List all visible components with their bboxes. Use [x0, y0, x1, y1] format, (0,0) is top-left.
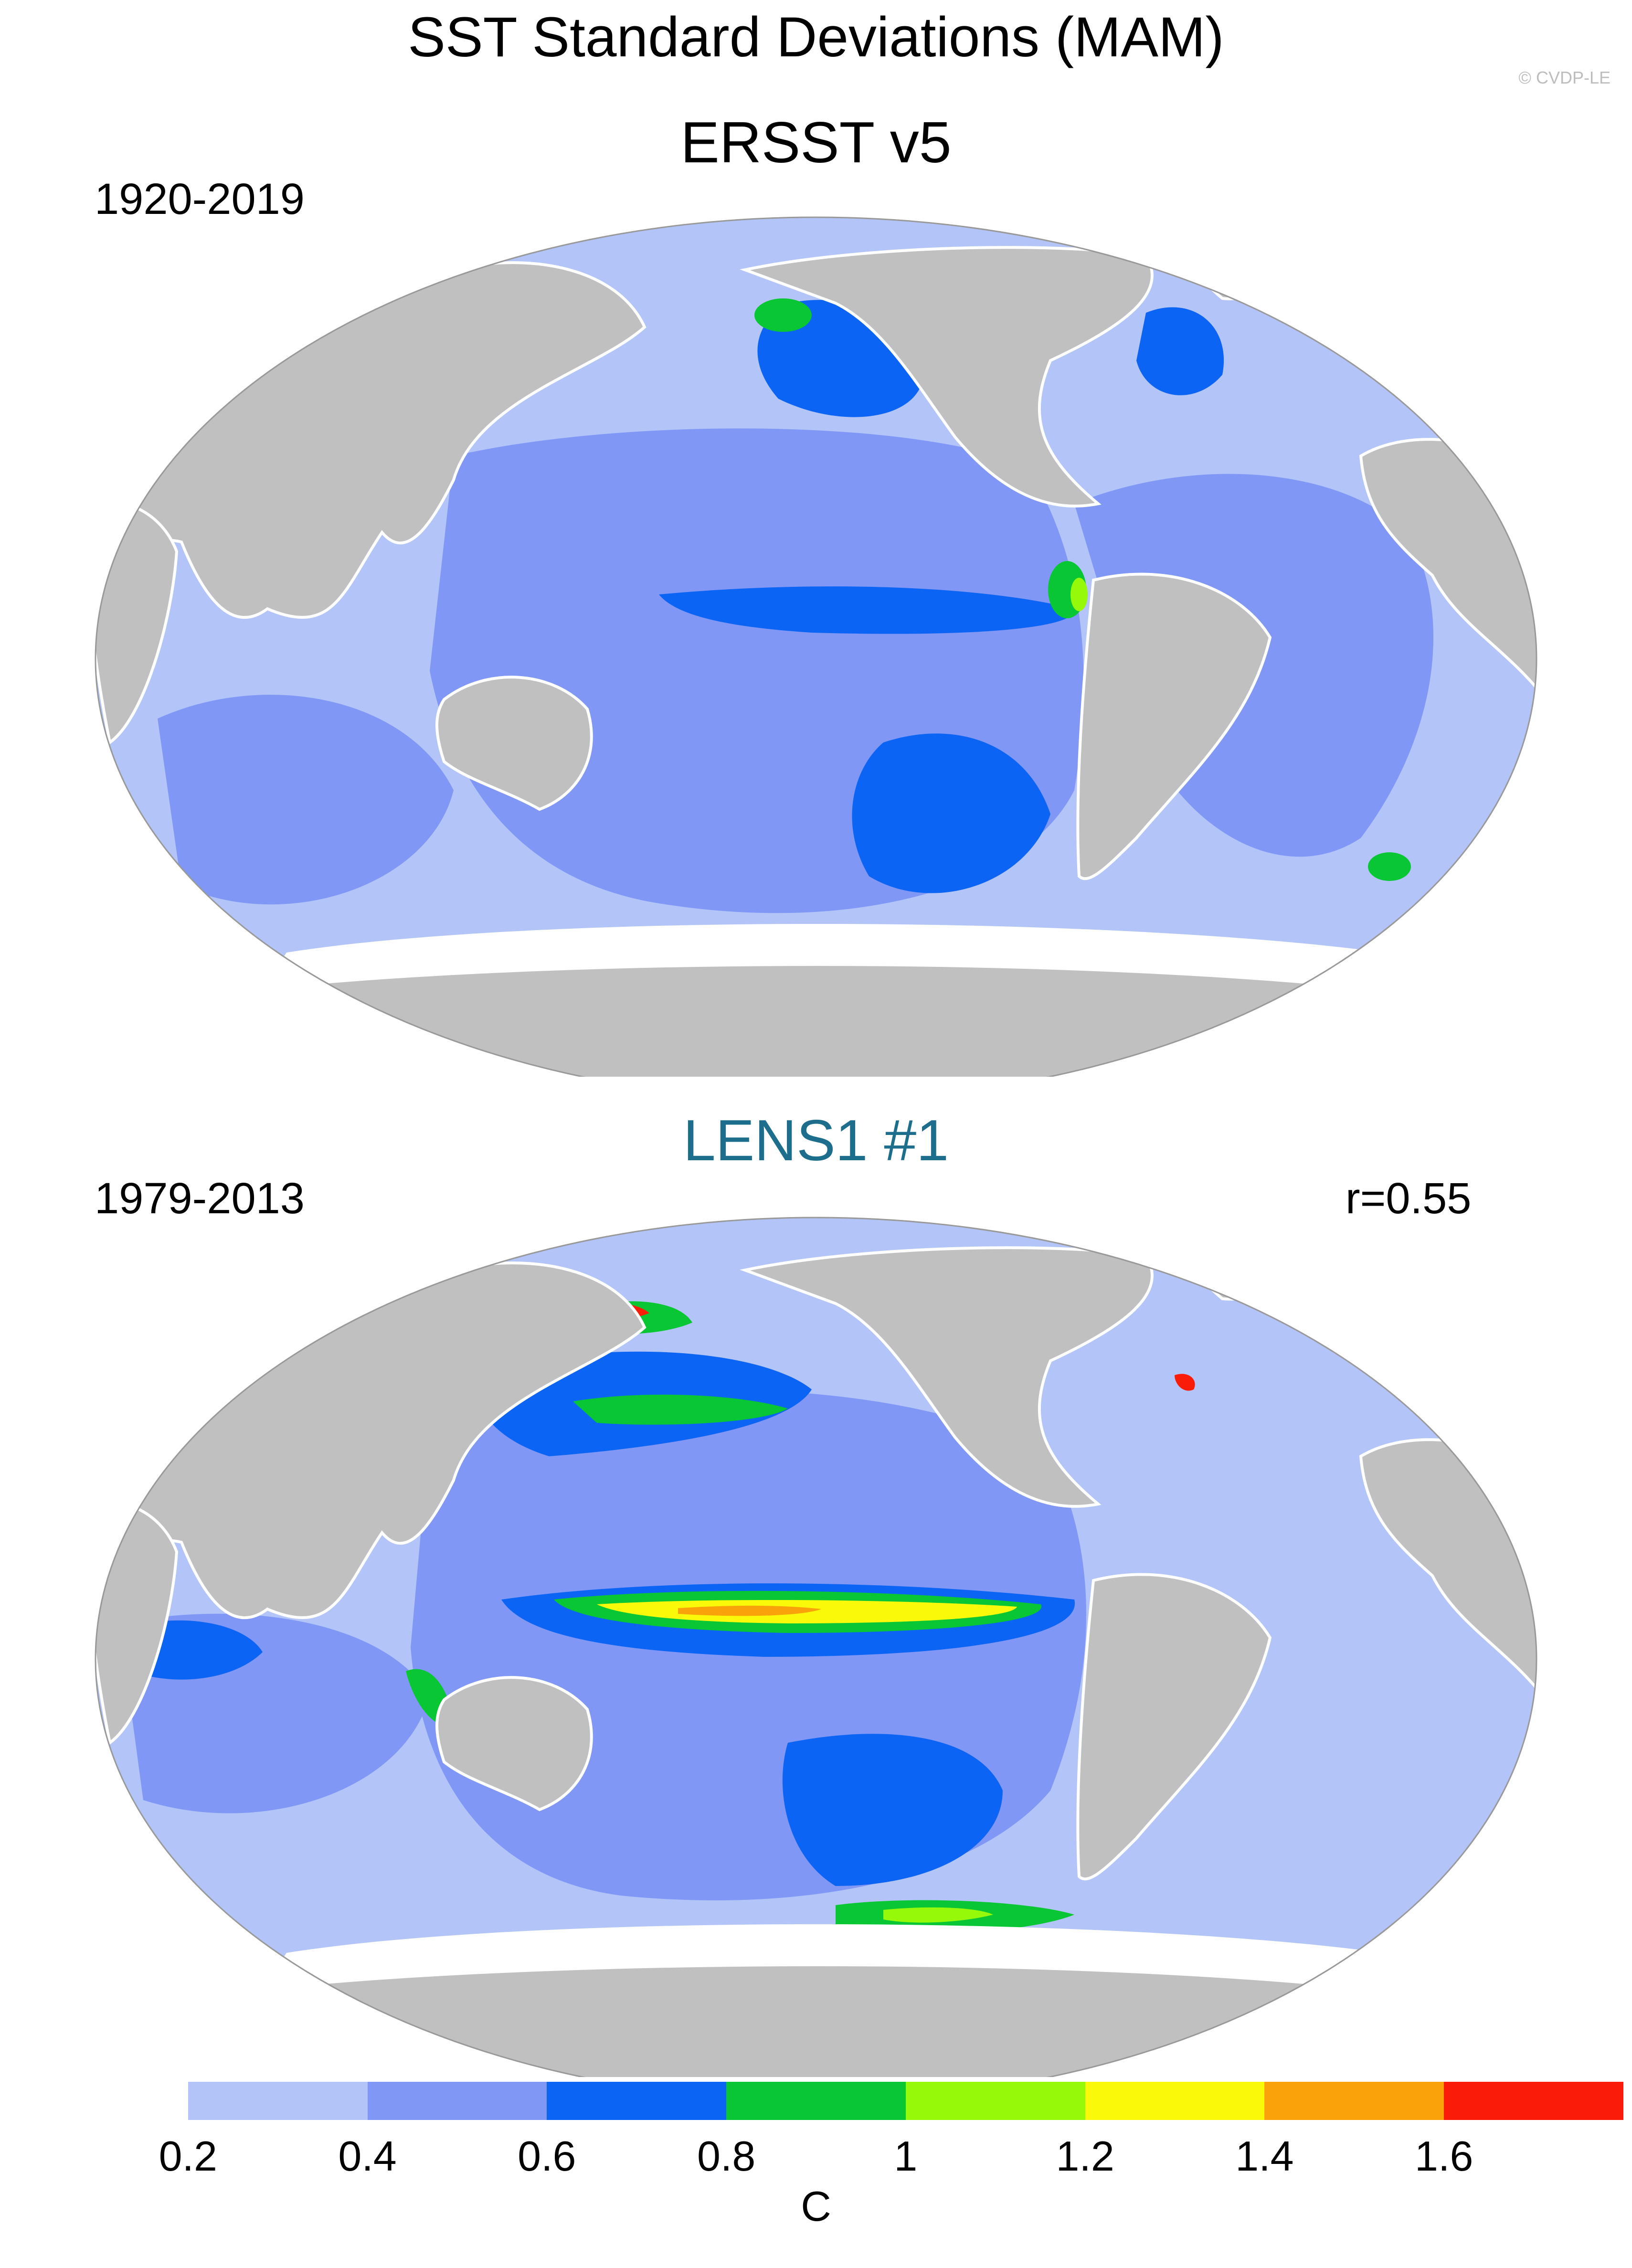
- land-antarctica: [189, 1963, 1483, 2077]
- colorbar-tick-label: 1.4: [1235, 2132, 1294, 2180]
- colorbar-swatch: [1264, 2082, 1444, 2120]
- map-panel-2: [95, 1217, 1537, 2077]
- ocean-region-peak: [883, 1907, 993, 1923]
- ocean-region-peak: [1368, 852, 1411, 881]
- colorbar-tick-label: 0.2: [159, 2132, 217, 2180]
- colorbar-tick-label: 1.2: [1056, 2132, 1114, 2180]
- land-south-america: [1076, 1573, 1272, 1881]
- panel-1-title: ERSST v5: [680, 110, 952, 175]
- colorbar-tick-label: 1.6: [1415, 2132, 1473, 2180]
- colorbar-swatch: [1085, 2082, 1265, 2120]
- figure-title: SST Standard Deviations (MAM): [408, 6, 1224, 69]
- panel-2-title: LENS1 #1: [683, 1108, 949, 1173]
- ocean-region-high: [782, 1734, 1003, 1886]
- colorbar-swatch: [367, 2082, 547, 2120]
- colorbar-swatch: [905, 2082, 1085, 2120]
- ocean-region-peak: [1175, 1374, 1195, 1391]
- land-north-america: [740, 1246, 1154, 1508]
- land-australia: [435, 676, 593, 811]
- land-north-america: [740, 246, 1154, 508]
- ocean-region-high: [659, 586, 1075, 634]
- ocean-region-high: [1136, 307, 1224, 395]
- colorbar-tick-label: 1: [894, 2132, 918, 2180]
- colorbar-tick-label: 0.8: [697, 2132, 756, 2180]
- credit-watermark: © CVDP-LE: [1518, 68, 1611, 87]
- land-antarctica: [189, 963, 1483, 1077]
- colorbar-swatch: [9, 2082, 188, 2120]
- panel-2-correlation: r=0.55: [1346, 1174, 1472, 1223]
- colorbar-tick-label: 0.4: [338, 2132, 397, 2180]
- colorbar-swatch: [726, 2082, 906, 2120]
- map-border: [95, 1217, 1537, 2077]
- panel-1-period: 1920-2019: [95, 175, 305, 223]
- ocean-region-peak: [754, 298, 812, 332]
- ocean-region-high: [143, 1620, 263, 1680]
- land-australia: [435, 1676, 593, 1812]
- colorbar-unit-label: C: [801, 2183, 831, 2230]
- ocean-region-peak: [573, 1394, 788, 1425]
- colorbar-swatch: [1444, 2082, 1624, 2120]
- map-border: [95, 216, 1537, 1077]
- colorbar-swatch: [188, 2082, 368, 2120]
- ocean-region-peak: [1070, 578, 1088, 611]
- land-south-america: [1076, 572, 1272, 880]
- map-panel-1: [95, 216, 1537, 1077]
- ocean-region-mid: [158, 695, 454, 905]
- colorbar-tick-label: 0.6: [518, 2132, 576, 2180]
- panel-2-period: 1979-2013: [95, 1174, 305, 1223]
- ocean-region-high: [852, 733, 1050, 893]
- colorbar-swatch: [547, 2082, 727, 2120]
- colorbar: [9, 2082, 1624, 2120]
- ocean-region-peak: [678, 1605, 821, 1616]
